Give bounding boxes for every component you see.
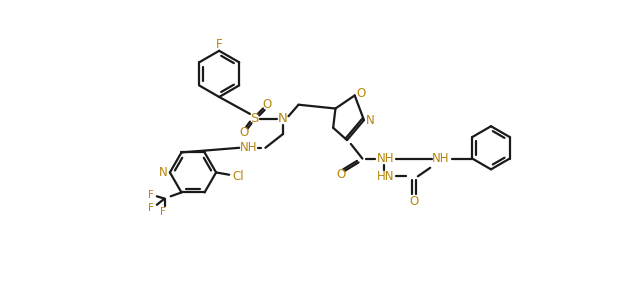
Text: HN: HN xyxy=(377,170,394,183)
Text: Cl: Cl xyxy=(232,170,244,183)
Text: O: O xyxy=(336,168,345,181)
Text: O: O xyxy=(409,195,419,208)
Text: NH: NH xyxy=(377,152,394,165)
Text: F: F xyxy=(148,203,154,213)
Text: O: O xyxy=(239,126,249,139)
Text: N: N xyxy=(366,114,374,127)
Text: O: O xyxy=(262,98,272,111)
Text: F: F xyxy=(160,208,166,217)
Text: F: F xyxy=(148,190,154,200)
Text: N: N xyxy=(278,112,288,125)
Text: NH: NH xyxy=(240,141,257,154)
Text: F: F xyxy=(216,38,223,51)
Text: NH: NH xyxy=(432,152,450,165)
Text: N: N xyxy=(159,166,168,179)
Text: S: S xyxy=(250,112,259,125)
Text: O: O xyxy=(356,87,366,100)
